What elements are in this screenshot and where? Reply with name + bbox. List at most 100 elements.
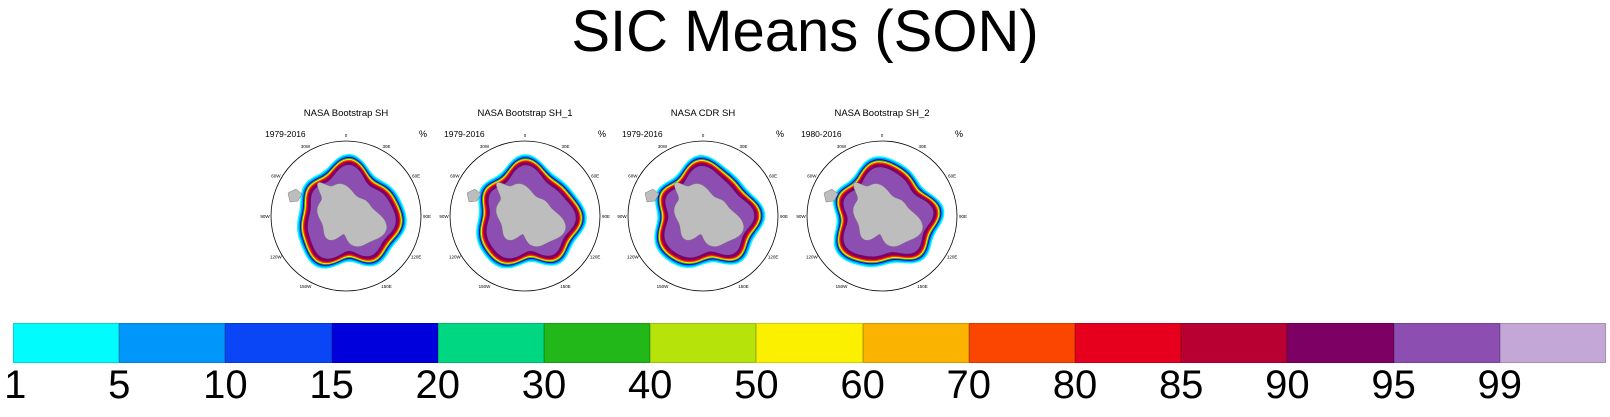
longitude-label: 120W <box>627 255 640 260</box>
longitude-label: 0 <box>345 133 348 138</box>
colorbar-swatch <box>225 323 332 363</box>
panel-title: NASA Bootstrap SH <box>303 108 389 119</box>
colorbar-label: 1 <box>4 363 27 407</box>
map-panel: NASA Bootstrap SH_1 1979-2016% 0 30E 60E 90E 1… <box>434 108 616 294</box>
colorbar-swatch <box>1287 323 1394 363</box>
longitude-label: 150E <box>917 284 928 289</box>
longitude-label: 120W <box>270 255 283 260</box>
colorbar-label: 60 <box>840 363 885 407</box>
longitude-label: 0 <box>524 133 527 138</box>
longitude-label: 60W <box>628 174 638 179</box>
longitude-label: 120E <box>590 255 601 260</box>
panel-years: 1979-2016 <box>265 129 306 139</box>
polar-map: 030E60E90E120E150E180150W120W90W60W30W <box>260 133 431 292</box>
longitude-label: 60E <box>948 174 956 179</box>
longitude-label: 150W <box>836 284 849 289</box>
longitude-label: 90W <box>439 214 449 219</box>
panel-title: NASA Bootstrap SH_2 <box>834 108 930 119</box>
longitude-label: 120E <box>411 255 422 260</box>
longitude-label: 150E <box>381 284 392 289</box>
longitude-label: 60E <box>769 174 777 179</box>
map-panel: NASA Bootstrap SH 1979-2016% 0 30E 60E 90E 120… <box>255 108 437 294</box>
longitude-label: 30W <box>301 144 311 149</box>
longitude-label: 30W <box>658 144 668 149</box>
longitude-label: 90E <box>780 214 788 219</box>
colorbar-label: 15 <box>309 363 354 407</box>
longitude-label: 120E <box>947 255 958 260</box>
panel-title: NASA Bootstrap SH_1 <box>477 108 573 119</box>
longitude-label: 30E <box>382 144 390 149</box>
panel-years: 1980-2016 <box>801 129 842 139</box>
colorbar-swatch <box>1181 323 1288 363</box>
south-america-landmass <box>466 188 482 203</box>
longitude-label: 60E <box>412 174 420 179</box>
panel-years: 1979-2016 <box>444 129 485 139</box>
colorbar-label: 85 <box>1158 363 1204 407</box>
south-america-landmass <box>287 188 303 203</box>
colorbar-swatch <box>756 323 863 363</box>
longitude-label: 30E <box>739 144 747 149</box>
colorbar-label: 20 <box>415 363 461 407</box>
longitude-label: 90W <box>796 214 806 219</box>
colorbar-swatch <box>119 323 226 363</box>
colorbar-label: 40 <box>627 363 673 407</box>
polar-map: 030E60E90E120E150E180150W120W90W60W30W <box>439 133 610 292</box>
colorbar-label: 99 <box>1477 363 1523 407</box>
panel-unit: % <box>775 129 784 139</box>
longitude-label: 150E <box>560 284 571 289</box>
colorbar-swatch <box>1075 323 1182 363</box>
longitude-label: 90W <box>260 214 270 219</box>
colorbar-swatch <box>862 323 969 363</box>
panel-unit: % <box>597 129 606 139</box>
longitude-label: 30W <box>837 144 847 149</box>
longitude-label: 0 <box>881 133 884 138</box>
longitude-label: 60W <box>807 174 817 179</box>
longitude-label: 150E <box>738 284 749 289</box>
colorbar-label: 5 <box>108 363 131 407</box>
colorbar-label: 30 <box>521 363 567 407</box>
colorbar-swatch <box>968 323 1075 363</box>
colorbar-swatch <box>437 323 544 363</box>
longitude-label: 150W <box>300 284 313 289</box>
antarctica-landmass <box>316 182 387 247</box>
longitude-label: 30W <box>480 144 490 149</box>
colorbar <box>13 323 1606 363</box>
longitude-label: 150W <box>479 284 492 289</box>
longitude-label: 90W <box>617 214 627 219</box>
longitude-label: 120W <box>449 255 462 260</box>
colorbar-label: 10 <box>203 363 248 407</box>
longitude-label: 90E <box>423 214 431 219</box>
panel-unit: % <box>954 129 963 139</box>
map-panel: NASA Bootstrap SH_2 1980-2016% 0 30E 60E 90E 1… <box>791 108 973 294</box>
longitude-label: 60W <box>450 174 460 179</box>
polar-map: 030E60E90E120E150E180150W120W90W60W30W <box>617 133 788 292</box>
longitude-label: 90E <box>959 214 967 219</box>
colorbar-swatch <box>1393 323 1500 363</box>
colorbar-swatch <box>1499 323 1606 363</box>
longitude-label: 30E <box>918 144 926 149</box>
colorbar-label: 80 <box>1052 363 1098 407</box>
longitude-label: 120W <box>806 255 819 260</box>
south-america-landmass <box>644 188 660 203</box>
map-panel: NASA CDR SH 1979-2016% 0 30E 60E 90E 120E 150E 1… <box>612 108 794 294</box>
south-america-landmass <box>823 188 839 203</box>
longitude-label: 30E <box>561 144 569 149</box>
longitude-label: 90E <box>602 214 610 219</box>
colorbar-label: 70 <box>946 363 992 407</box>
longitude-label: 150W <box>657 284 670 289</box>
colorbar-label: 90 <box>1265 363 1310 407</box>
colorbar-label: 50 <box>734 363 779 407</box>
longitude-label: 60W <box>271 174 281 179</box>
panel-years: 1979-2016 <box>622 129 663 139</box>
colorbar-swatch <box>331 323 438 363</box>
figure-title: SIC Means (SON) <box>571 0 1039 64</box>
colorbar-swatch <box>544 323 651 363</box>
colorbar-swatch <box>650 323 757 363</box>
colorbar-label: 95 <box>1371 363 1416 407</box>
colorbar-swatch <box>13 323 120 363</box>
longitude-label: 0 <box>702 133 705 138</box>
polar-map: 030E60E90E120E150E180150W120W90W60W30W <box>796 133 967 292</box>
antarctica-landmass <box>495 182 566 247</box>
antarctica-landmass <box>673 182 744 247</box>
antarctica-landmass <box>852 182 923 247</box>
